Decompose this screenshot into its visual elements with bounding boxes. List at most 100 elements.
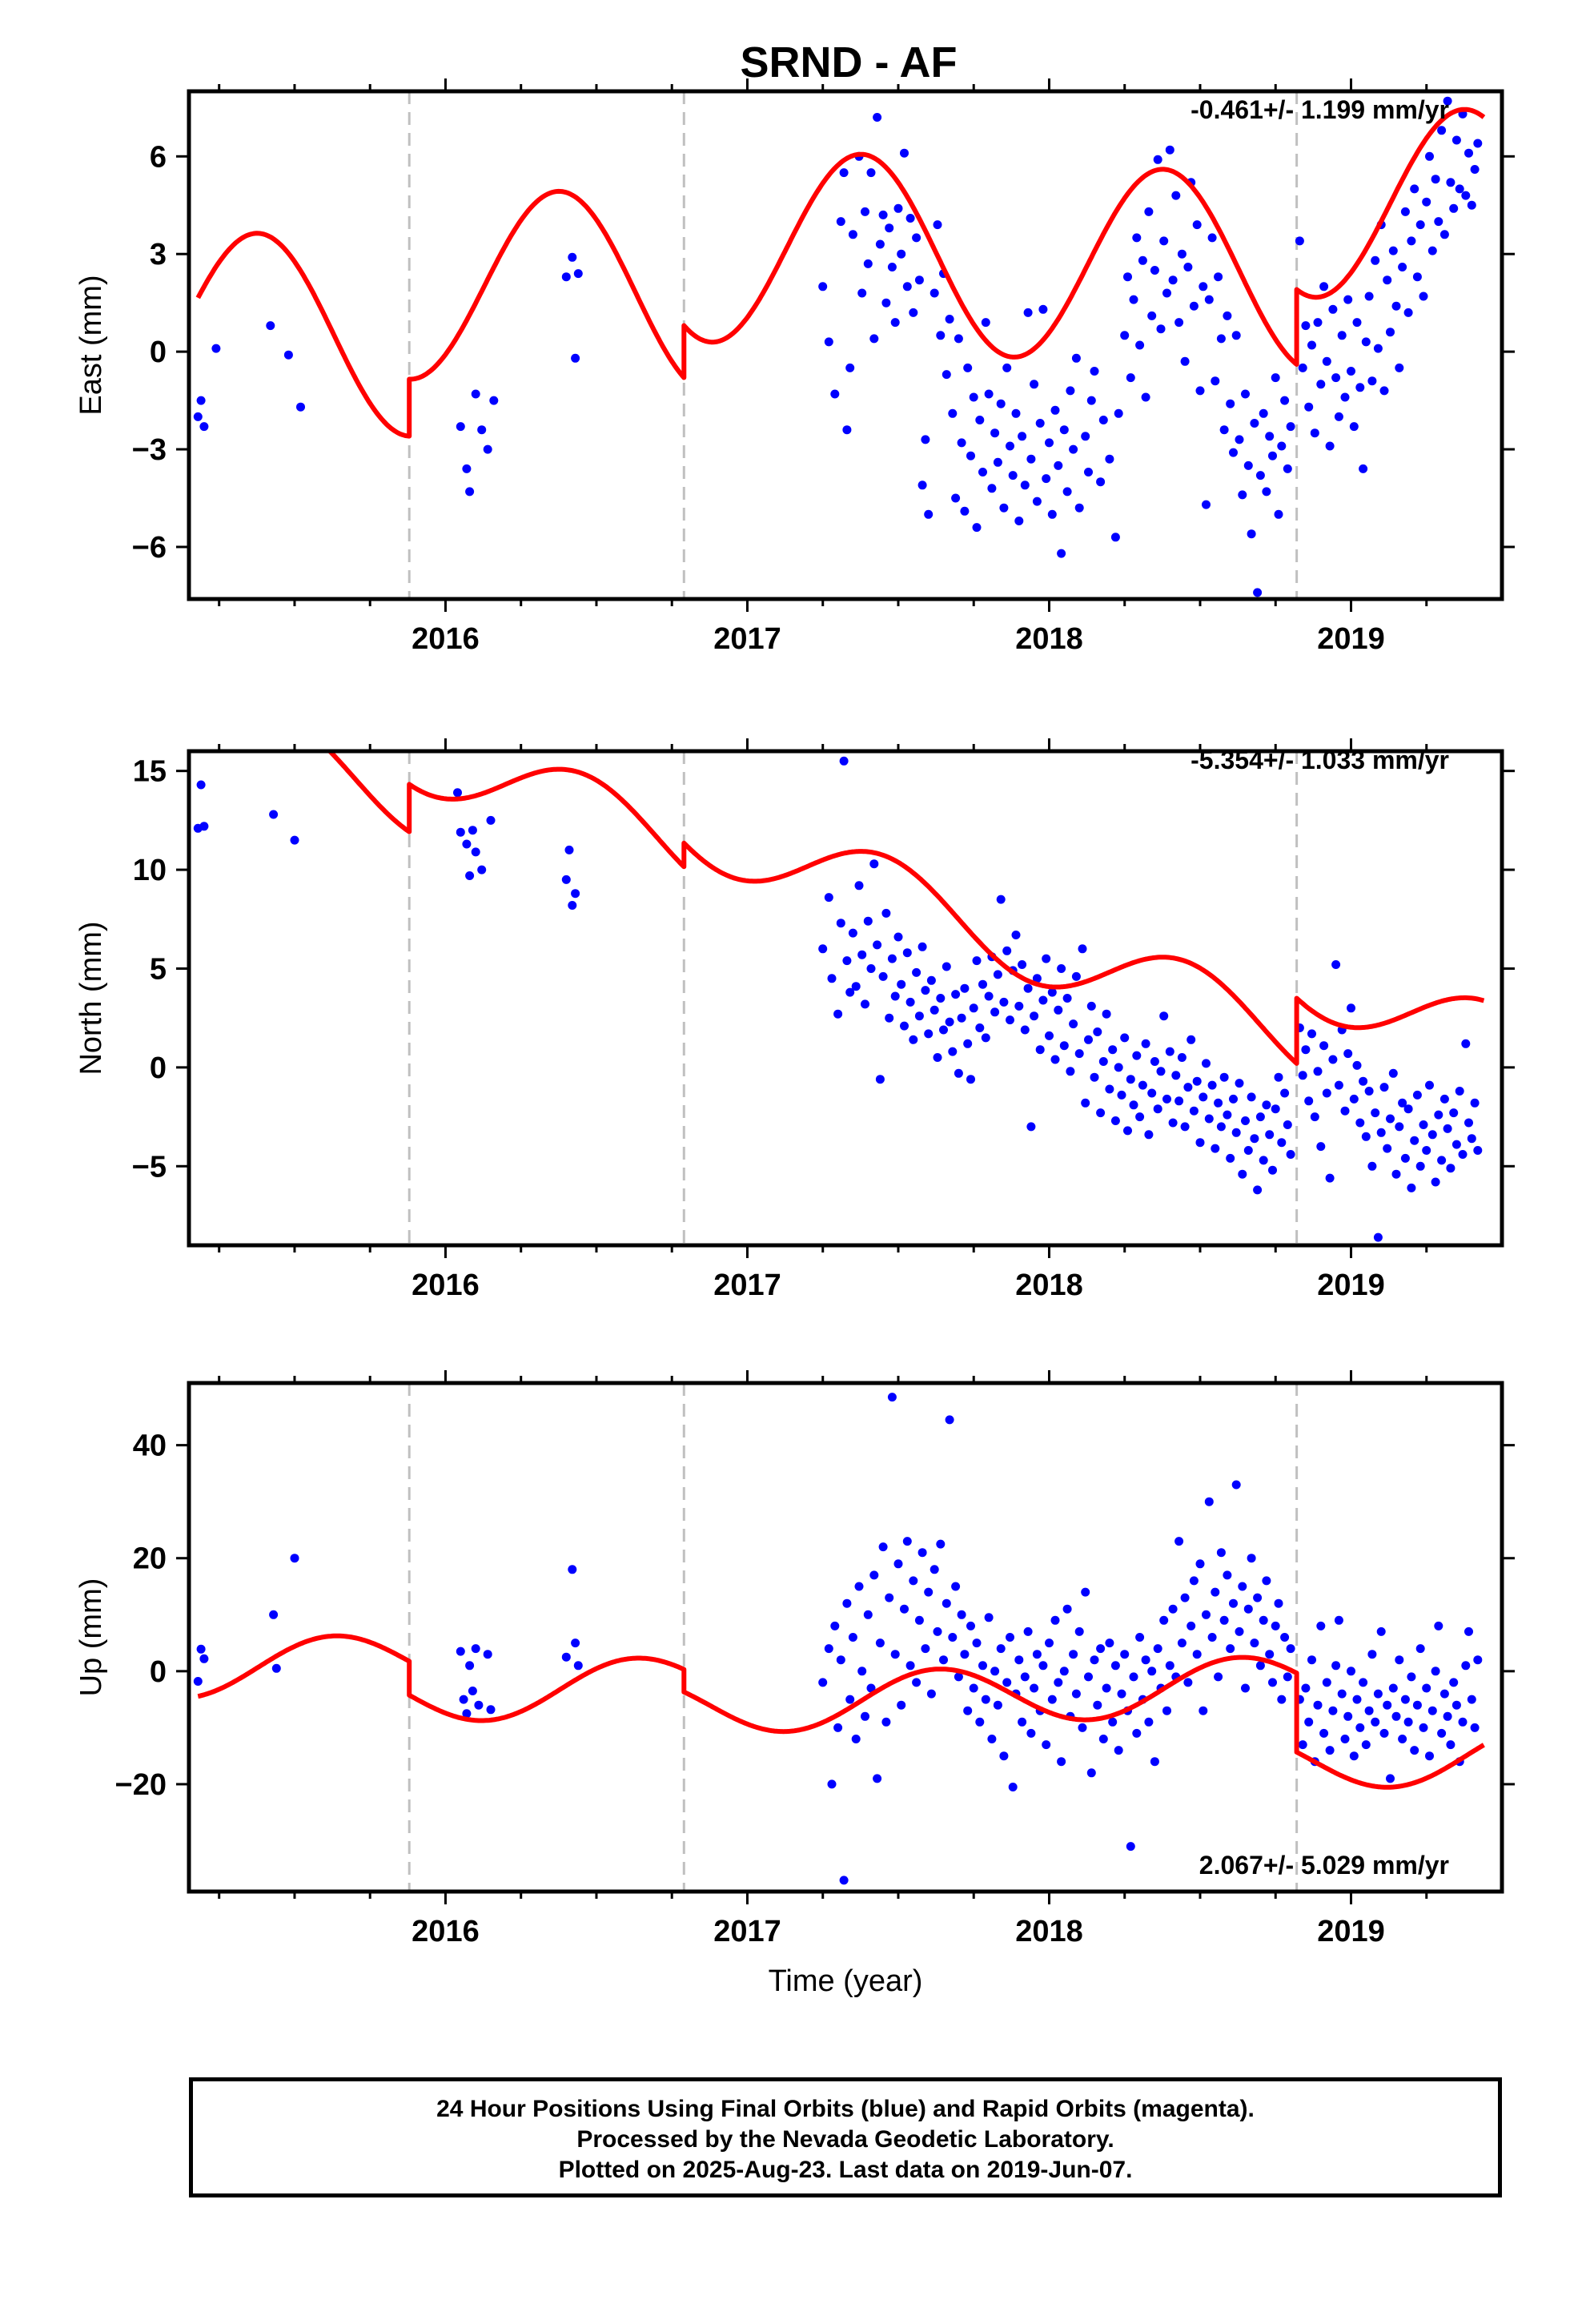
data-point	[1231, 1480, 1241, 1490]
data-point	[1023, 983, 1033, 993]
data-point	[1243, 1604, 1253, 1614]
data-point	[1006, 1633, 1014, 1642]
data-point	[1367, 376, 1377, 386]
data-point	[199, 422, 209, 432]
data-point	[957, 1013, 966, 1023]
data-point	[1214, 1672, 1223, 1682]
data-point	[996, 1644, 1006, 1654]
data-point	[1376, 1626, 1386, 1636]
data-point	[465, 487, 475, 497]
data-point	[1437, 1156, 1447, 1165]
data-point	[1030, 1683, 1039, 1693]
data-point	[987, 1735, 997, 1743]
data-point	[912, 967, 921, 977]
data-point	[957, 438, 966, 448]
data-point	[1280, 1633, 1290, 1642]
data-point	[936, 331, 946, 340]
data-point	[1431, 1667, 1440, 1676]
data-point	[1352, 318, 1362, 328]
data-point	[1030, 1011, 1039, 1021]
data-point	[1391, 301, 1401, 311]
data-point	[875, 239, 885, 249]
data-point	[1455, 1087, 1464, 1096]
footer-line-1: 24 Hour Positions Using Final Orbits (bl…	[436, 2096, 1255, 2122]
data-point	[1045, 1638, 1054, 1648]
data-point	[471, 389, 480, 399]
data-point	[1084, 468, 1093, 476]
data-point	[854, 881, 864, 891]
data-point	[462, 464, 472, 473]
data-point	[1186, 1035, 1196, 1044]
data-point	[987, 484, 997, 493]
plot-frame	[187, 749, 1504, 1248]
data-point	[839, 168, 849, 178]
plot-frame	[187, 1381, 1504, 1894]
data-point	[1319, 1041, 1329, 1051]
y-tick-label: 3	[150, 238, 167, 271]
data-point	[1331, 960, 1341, 969]
x-tick-label: 2017	[713, 622, 781, 656]
data-point	[1277, 1138, 1287, 1148]
data-point	[1383, 1700, 1392, 1710]
data-point	[1165, 1661, 1174, 1671]
data-point	[471, 847, 480, 857]
data-point	[893, 932, 903, 942]
data-point	[926, 1689, 936, 1699]
data-point	[1006, 441, 1014, 451]
data-point	[1071, 1689, 1081, 1699]
data-point	[1371, 1108, 1380, 1118]
data-point	[1150, 266, 1159, 275]
data-point	[875, 1638, 885, 1648]
data-point	[1376, 1128, 1386, 1137]
data-point	[1174, 318, 1184, 328]
data-point	[1334, 1080, 1343, 1090]
y-tick-label: 40	[133, 1429, 167, 1463]
data-point	[1443, 1711, 1452, 1721]
data-point	[1412, 272, 1422, 282]
x-tick-label: 2019	[1317, 1915, 1385, 1948]
data-point	[1427, 1130, 1437, 1140]
data-point	[1427, 1706, 1437, 1715]
data-point	[836, 1655, 845, 1665]
data-point	[954, 1672, 963, 1682]
data-point	[866, 964, 876, 973]
data-point	[1461, 191, 1471, 200]
data-point	[196, 1644, 206, 1654]
data-point	[1274, 1598, 1283, 1608]
data-point	[830, 1621, 840, 1630]
data-point	[1349, 422, 1359, 432]
data-point	[926, 975, 936, 985]
data-point	[981, 318, 990, 328]
data-point	[1042, 1740, 1051, 1750]
plot-frame	[187, 89, 1504, 601]
data-point	[861, 999, 869, 1009]
data-point	[1386, 1114, 1395, 1124]
data-point	[1174, 1537, 1184, 1546]
data-point	[1403, 1717, 1413, 1727]
data-point	[942, 1598, 951, 1608]
data-point	[939, 1655, 948, 1665]
data-point	[885, 1593, 894, 1602]
data-point	[1204, 1497, 1214, 1506]
data-point	[1020, 1025, 1030, 1035]
data-point	[1403, 308, 1413, 317]
y-tick-label: −3	[132, 433, 167, 467]
data-point	[1398, 263, 1407, 271]
data-point	[1431, 1177, 1440, 1187]
x-tick-label: 2018	[1015, 1915, 1083, 1948]
data-point	[1304, 402, 1314, 412]
data-point	[836, 919, 845, 928]
data-point	[1069, 444, 1078, 454]
data-point	[878, 1542, 888, 1552]
data-point	[290, 1554, 299, 1563]
data-point	[887, 954, 897, 963]
data-point	[1129, 1672, 1138, 1682]
data-point	[1150, 1757, 1159, 1767]
data-point	[902, 1537, 912, 1546]
y-axis-label: East (mm)	[74, 275, 108, 415]
data-point	[972, 1638, 982, 1648]
data-point	[1295, 236, 1304, 246]
data-point	[1199, 1706, 1208, 1715]
data-point	[1219, 1072, 1229, 1082]
data-point	[1262, 1100, 1271, 1110]
